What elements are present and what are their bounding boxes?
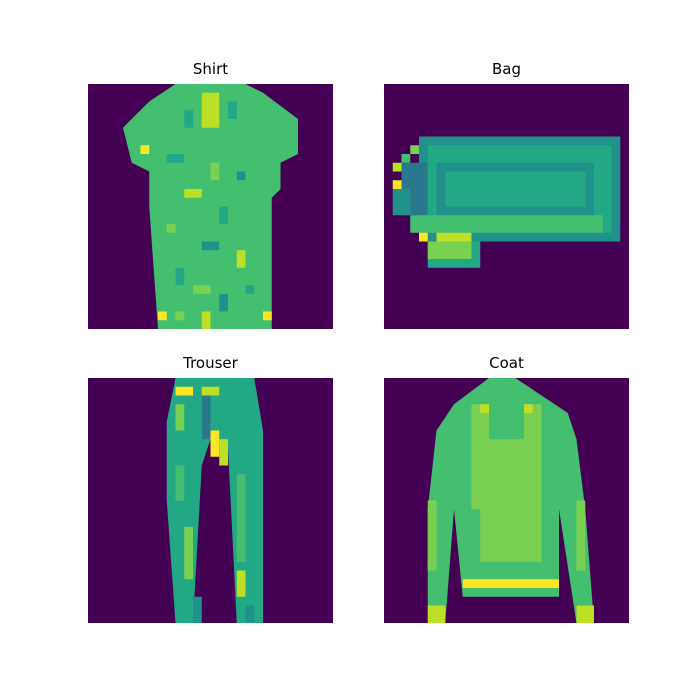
panel-title: Shirt [192,60,229,78]
coat-pixels [427,378,594,623]
panel-title: Coat [489,354,524,372]
bag-pixels [392,136,621,268]
panel-title: Trouser [183,354,238,372]
trouser-image [88,378,333,623]
trouser-pixels [166,378,263,623]
coat-image [384,378,629,623]
shirt-silhouette [123,84,298,329]
panel-title: Bag [491,60,521,78]
shirt-image [88,84,333,329]
shirt-pixels [123,84,298,329]
bag-image [384,84,629,329]
